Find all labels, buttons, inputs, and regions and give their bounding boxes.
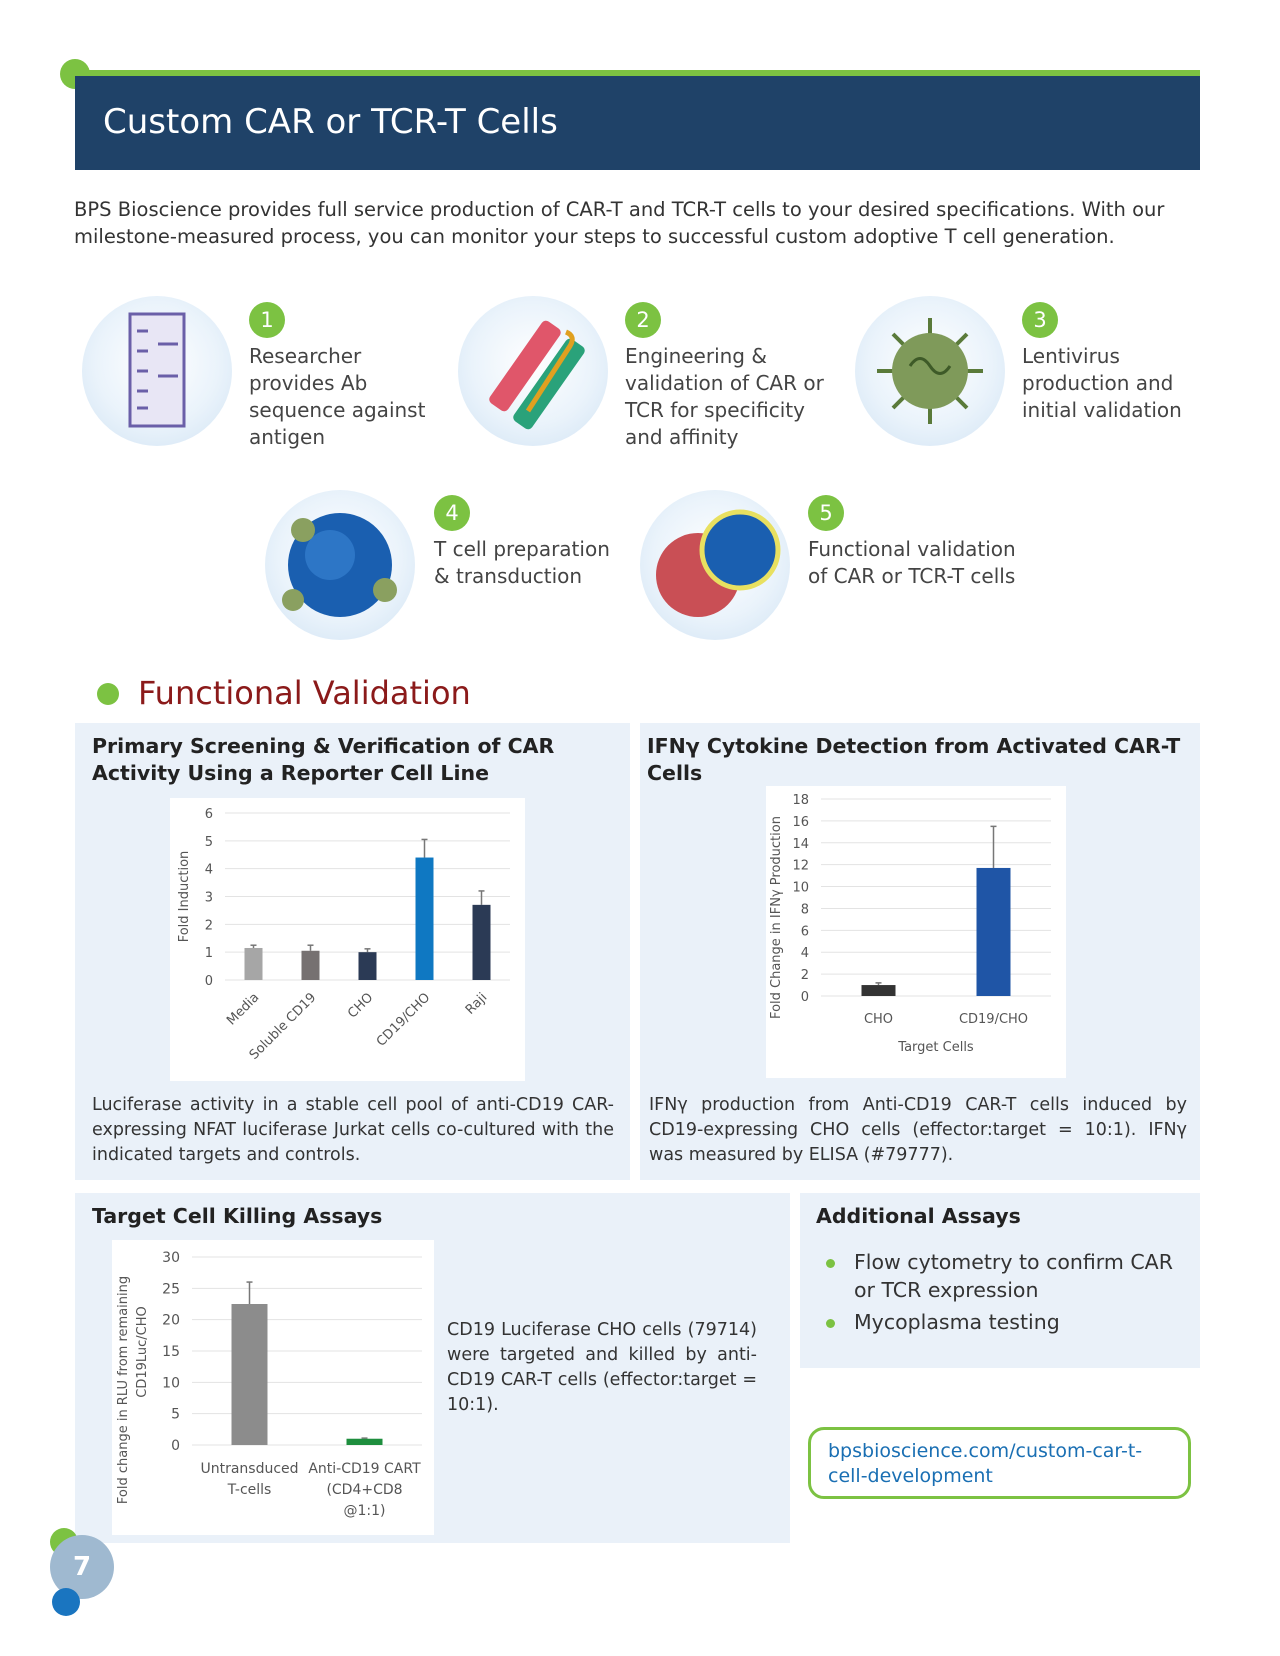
- y-tick-label: 6: [205, 807, 213, 822]
- section-bullet-icon: [97, 683, 119, 705]
- panel-title: Target Cell Killing Assays: [92, 1204, 383, 1228]
- panel-title: Primary Screening & Verification of CAR …: [92, 734, 555, 785]
- y-tick-label: 4: [801, 946, 809, 961]
- step-number: 5: [808, 495, 844, 531]
- y-tick-label: 18: [792, 793, 809, 808]
- step-text: Engineering & validation of CAR or TCR f…: [625, 344, 824, 449]
- x-tick-label: CHO: [345, 990, 376, 1021]
- y-tick-label: 10: [792, 881, 809, 896]
- bar: [231, 1304, 268, 1445]
- killing-panel: Target Cell Killing Assays 0 5 10 15 20 25 30 U…: [75, 1193, 790, 1543]
- y-tick-label: 14: [792, 837, 809, 852]
- reporter-panel: Primary Screening & Verification of CAR …: [75, 723, 630, 1180]
- panel-caption: Luciferase activity in a stable cell poo…: [92, 1095, 614, 1165]
- x-axis-label: Target Cells: [897, 1040, 974, 1055]
- ifng-panel: IFNγ Cytokine Detection from Activated C…: [640, 723, 1200, 1180]
- bar: [358, 952, 377, 980]
- step-number: 3: [1022, 302, 1058, 338]
- y-tick-label: 8: [801, 902, 809, 917]
- y-tick-label: 12: [792, 859, 809, 874]
- x-tick-label: T-cells: [227, 1482, 272, 1498]
- step-text: Researcher provides Ab sequence against …: [249, 344, 426, 449]
- bar: [472, 904, 491, 980]
- additional-assays-panel: Additional Assays Flow cytometry to conf…: [800, 1193, 1200, 1368]
- x-tick-label: (CD4+CD8: [326, 1482, 402, 1498]
- step-text: Functional validation of CAR or TCR-T ce…: [808, 537, 1016, 588]
- x-tick-label: Media: [224, 990, 262, 1028]
- y-tick-label: 0: [801, 990, 809, 1005]
- bar: [301, 950, 320, 980]
- step-text: Lentivirus production and initial valida…: [1022, 344, 1182, 422]
- header-accent-line: [75, 70, 1200, 76]
- assay-item: Flow cytometry to confirm CAR or TCR exp…: [816, 1248, 1186, 1304]
- panel-title: IFNγ Cytokine Detection from Activated C…: [647, 734, 1181, 785]
- bar: [976, 867, 1011, 996]
- page-accent-dot: [52, 1588, 80, 1616]
- y-axis-label: Fold Change in IFNγ Production: [769, 816, 784, 1019]
- step-number: 2: [625, 302, 661, 338]
- cell-killing-icon: [640, 490, 790, 640]
- x-tick-label: Untransduced: [200, 1461, 298, 1477]
- website-link[interactable]: bpsbioscience.com/custom-car-t-cell-deve…: [808, 1427, 1191, 1499]
- panel-caption: IFNγ production from Anti-CD19 CAR-T cel…: [649, 1095, 1187, 1165]
- x-tick-label: CD19/CHO: [374, 990, 433, 1049]
- page-title: Custom CAR or TCR-T Cells: [75, 76, 1200, 170]
- y-tick-label: 4: [205, 863, 213, 878]
- y-tick-label: 6: [801, 924, 809, 939]
- x-tick-label: @1:1): [344, 1503, 386, 1519]
- step-number: 1: [249, 302, 285, 338]
- assay-item: Mycoplasma testing: [816, 1308, 1186, 1336]
- gel-icon: [82, 296, 232, 446]
- x-tick-label: CHO: [864, 1012, 893, 1027]
- step-text: T cell preparation & transduction: [434, 537, 610, 588]
- panel-title: Additional Assays: [816, 1204, 1021, 1228]
- x-tick-label: Raji: [463, 990, 491, 1018]
- intro-text: BPS Bioscience provides full service pro…: [74, 198, 1165, 248]
- panel-caption: CD19 Luciferase CHO cells (79714) were t…: [447, 1320, 757, 1415]
- y-axis-label: Fold change in RLU from remaining: [116, 1276, 131, 1504]
- y-tick-label: 25: [162, 1281, 180, 1297]
- bar: [346, 1438, 383, 1445]
- section-title: Functional Validation: [138, 674, 471, 712]
- virus-icon: [855, 296, 1005, 446]
- step-number: 4: [434, 495, 470, 531]
- y-axis-label: Fold Induction: [177, 851, 192, 943]
- y-tick-label: 0: [171, 1438, 180, 1454]
- bar: [415, 857, 434, 980]
- y-axis-label: CD19Luc/CHO: [135, 1306, 150, 1398]
- x-tick-label: CD19/CHO: [959, 1012, 1028, 1027]
- y-tick-label: 16: [792, 815, 809, 830]
- t-cell-icon: [265, 490, 415, 640]
- y-tick-label: 20: [162, 1313, 180, 1329]
- y-tick-label: 3: [205, 891, 213, 906]
- ifng-chart: 0 2 4 6 8 10 12 14 16 18 CHO CD19/CHO Target Cells Fo…: [769, 793, 1051, 1055]
- y-tick-label: 1: [205, 946, 213, 961]
- receptor-icon: [458, 296, 608, 446]
- y-tick-label: 15: [162, 1344, 180, 1360]
- y-tick-label: 2: [205, 918, 213, 933]
- y-tick-label: 5: [171, 1407, 180, 1423]
- x-tick-label: Anti-CD19 CART: [308, 1461, 421, 1477]
- y-tick-label: 10: [162, 1375, 180, 1391]
- y-tick-label: 30: [162, 1250, 180, 1266]
- y-tick-label: 0: [205, 974, 213, 989]
- killing-chart: 0 5 10 15 20 25 30 Untransduced T-cells Anti-CD19…: [116, 1250, 422, 1519]
- y-tick-label: 5: [205, 835, 213, 850]
- bar: [244, 947, 263, 980]
- y-tick-label: 2: [801, 968, 809, 983]
- bar: [861, 985, 896, 996]
